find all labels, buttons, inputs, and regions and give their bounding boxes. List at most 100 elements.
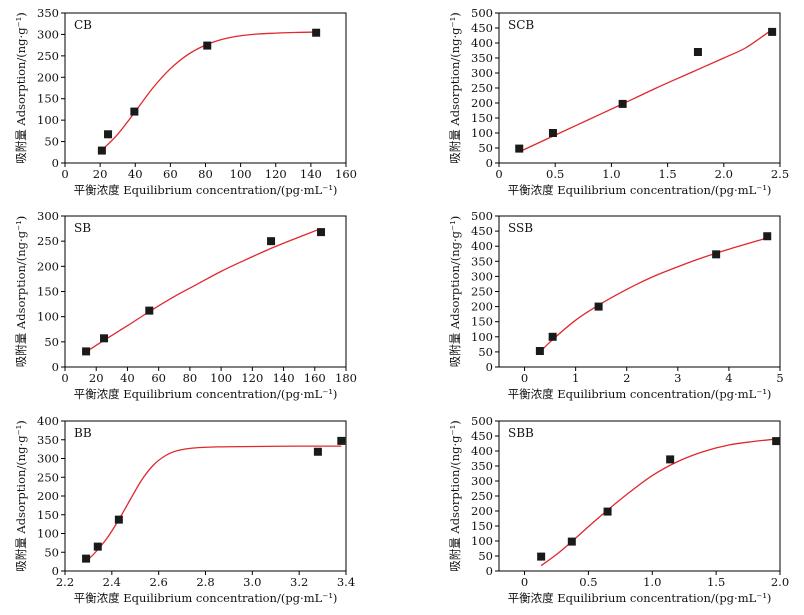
y-tick-label: 300	[471, 66, 493, 80]
x-tick-label: 0	[521, 371, 528, 385]
y-axis-title: 吸附量 Adsorption/(ng·g⁻¹)	[448, 12, 462, 163]
x-tick-label: 180	[335, 371, 357, 385]
y-tick-label: 400	[37, 414, 59, 428]
y-tick-label: 100	[471, 126, 493, 140]
y-tick-label: 350	[37, 433, 59, 447]
x-axis-title: 平衡浓度 Equilibrium concentration/(pg·mL⁻¹)	[508, 183, 772, 197]
panel-title: SBB	[508, 426, 534, 440]
x-axis-title: 平衡浓度 Equilibrium concentration/(pg·mL⁻¹)	[508, 387, 772, 401]
x-tick-label: 3	[674, 371, 681, 385]
data-point	[337, 436, 346, 445]
plot-frame	[64, 420, 347, 572]
y-tick-label: 50	[44, 335, 59, 349]
y-tick-label: 400	[471, 444, 493, 458]
y-tick-label: 50	[44, 135, 59, 149]
x-tick-label: 0	[61, 371, 68, 385]
data-point	[712, 250, 721, 259]
data-point	[82, 554, 91, 563]
fit-curve	[540, 438, 777, 567]
data-point	[104, 130, 113, 139]
data-point	[618, 99, 627, 108]
y-tick-label: 200	[471, 300, 493, 314]
data-point	[603, 507, 612, 516]
y-tick-label: 300	[471, 474, 493, 488]
x-tick-label: 20	[89, 371, 104, 385]
data-point	[317, 228, 326, 237]
x-tick-label: 4	[725, 371, 732, 385]
x-tick-label: 2.8	[196, 575, 214, 589]
panel-ssb: 0 1 2 3 4 5050100150200250300350400450500SSB平…	[448, 209, 784, 401]
y-tick-label: 50	[478, 141, 493, 155]
x-tick-label: 100	[230, 167, 252, 181]
y-tick-label: 100	[471, 330, 493, 344]
y-tick-label: 250	[471, 285, 493, 299]
x-tick-label: 140	[300, 167, 322, 181]
y-tick-label: 450	[471, 224, 493, 238]
panel-title: CB	[74, 18, 92, 32]
data-point	[203, 41, 212, 50]
panel-bb: 2.2 2.4 2.6 2.8 3.0 3.2 3.4 0 50 100 150 200 250 300 3…	[14, 414, 355, 605]
data-point	[82, 347, 91, 356]
x-tick-label: 2.4	[103, 575, 121, 589]
fit-curve	[85, 227, 322, 353]
y-tick-label: 200	[37, 259, 59, 273]
x-tick-label: 1	[572, 371, 579, 385]
x-tick-label: 2	[623, 371, 630, 385]
x-tick-label: 0	[495, 167, 502, 181]
x-tick-label: 3.0	[243, 575, 261, 589]
y-tick-label: 100	[471, 534, 493, 548]
x-tick-label: 40	[128, 167, 143, 181]
y-tick-label: 500	[471, 209, 493, 223]
plot-frame	[64, 215, 347, 368]
y-tick-label: 200	[471, 96, 493, 110]
y-tick-label: 300	[471, 269, 493, 283]
x-tick-label: 1.0	[643, 575, 661, 589]
panel-cb: 0 20 40 60 80 100 120 140 160 0 50 100 150 200 250 300 3…	[14, 6, 357, 197]
data-point	[666, 455, 675, 464]
y-tick-label: 0	[52, 360, 59, 374]
y-tick-label: 350	[471, 459, 493, 473]
y-tick-label: 100	[37, 113, 59, 127]
data-point	[130, 107, 139, 116]
x-tick-label: 1.0	[602, 167, 620, 181]
x-tick-label: 120	[265, 167, 287, 181]
y-tick-label: 350	[37, 6, 59, 20]
panel-title: SB	[74, 221, 91, 235]
x-tick-label: 0	[61, 167, 68, 181]
y-tick-label: 500	[471, 414, 493, 428]
plot-frame	[498, 215, 781, 368]
panel-title: BB	[74, 426, 92, 440]
y-tick-label: 200	[37, 489, 59, 503]
x-tick-label: 2.5	[771, 167, 789, 181]
y-tick-label: 0	[486, 360, 493, 374]
fit-curve	[85, 445, 342, 563]
x-tick-label: 3.2	[290, 575, 308, 589]
y-tick-label: 50	[478, 345, 493, 359]
x-tick-label: 5	[776, 371, 783, 385]
y-tick-label: 250	[471, 81, 493, 95]
x-axis-title: 平衡浓度 Equilibrium concentration/(pg·mL⁻¹)	[74, 387, 338, 401]
y-tick-label: 0	[52, 564, 59, 578]
y-tick-label: 150	[471, 315, 493, 329]
y-tick-label: 500	[471, 6, 493, 20]
fit-curve	[539, 236, 770, 353]
x-tick-label: 40	[120, 371, 135, 385]
x-tick-label: 100	[210, 371, 232, 385]
panel-title: SCB	[508, 18, 534, 32]
data-point	[567, 537, 576, 546]
y-tick-label: 250	[37, 234, 59, 248]
y-tick-label: 450	[471, 429, 493, 443]
y-tick-label: 250	[471, 489, 493, 503]
x-tick-label: 2.6	[150, 575, 168, 589]
fit-curve	[101, 31, 317, 151]
data-point	[772, 437, 781, 446]
data-point	[693, 48, 702, 56]
y-tick-label: 150	[37, 92, 59, 106]
fit-curve	[518, 28, 773, 153]
y-tick-label: 150	[471, 519, 493, 533]
x-tick-label: 1.5	[707, 575, 725, 589]
data-point	[114, 515, 123, 524]
x-tick-label: 140	[273, 371, 295, 385]
y-tick-label: 400	[471, 239, 493, 253]
